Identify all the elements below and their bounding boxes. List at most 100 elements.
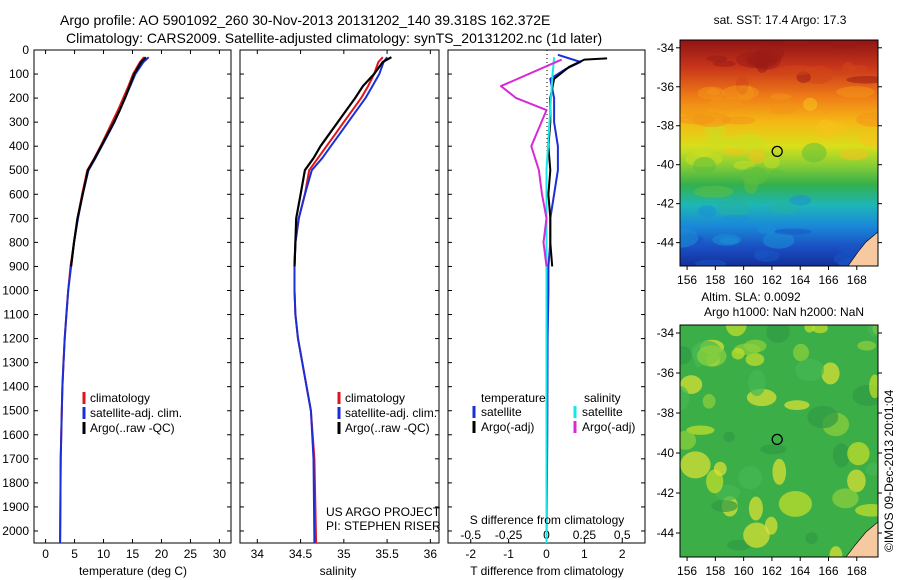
salinity-y-ticks [240, 49, 439, 532]
sla-patch [727, 539, 752, 551]
salinity-profiles [293, 56, 392, 544]
x-tick-label: 35 [337, 547, 351, 561]
t-difference-x-axis: -2 -1 0 1 2 [465, 539, 626, 561]
sla-patch [748, 369, 766, 397]
difference-profiles [500, 53, 608, 544]
sst-patch [839, 148, 869, 161]
sst-patch [721, 85, 760, 100]
sla-patch [702, 394, 716, 409]
sst-patch [680, 104, 708, 116]
lon-tick-label: 166 [818, 564, 838, 578]
sst-patch [706, 55, 728, 62]
sla-patch [760, 444, 787, 455]
legend-satellite: satellite-adj. clim. [345, 406, 437, 420]
sla-patch [829, 546, 843, 557]
legend-s-argo: Argo(-adj) [582, 420, 635, 434]
sst-patch [770, 93, 792, 100]
difference-panel: -2 -1 0 1 2 -0.5 -0.25 0 0.25 0.5 T difference f… [447, 49, 646, 578]
s-difference-xlabel: S difference from climatology [470, 513, 625, 527]
sla-patch [865, 463, 878, 476]
depth-tick-label: 1900 [2, 500, 29, 514]
lat-tick-label: -36 [657, 366, 675, 380]
depth-tick-label: 1700 [2, 452, 29, 466]
sst-patch [836, 86, 875, 98]
land-mask [847, 231, 878, 266]
t-tick-label: -1 [503, 547, 514, 561]
sst-patch [712, 60, 736, 67]
diff-line-s-argo-adj- [500, 58, 563, 267]
lon-tick-label: 156 [677, 564, 697, 578]
sla-patch [748, 496, 763, 521]
legend-climatology: climatology [345, 391, 405, 405]
lat-tick-label: -42 [657, 197, 675, 211]
sst-patch [757, 224, 777, 235]
legend-t-argo: Argo(-adj) [481, 420, 534, 434]
lon-tick-label: 164 [790, 564, 810, 578]
sst-map-panel: sat. SST: 17.4 Argo: 17.3 156 158 160 162 16… [657, 13, 882, 287]
sst-patch [803, 97, 818, 111]
sla-map-panel: Altim. SLA: 0.0092 Argo h1000: NaN h2000… [657, 290, 882, 578]
lat-tick-label: -34 [657, 41, 675, 55]
sla-patch [795, 358, 825, 382]
lon-tick-label: 164 [790, 273, 810, 287]
sst-patch [846, 76, 878, 84]
salinity-axes [239, 49, 440, 544]
sla-patch [731, 347, 745, 360]
sla-patch [743, 522, 770, 548]
series-line-argo-raw-qc- [293, 56, 392, 267]
diff-line-t-satellite [545, 53, 582, 544]
sst-patch [783, 40, 809, 46]
sst-patch [763, 155, 780, 169]
sla-lat-axis: -34 -36 -38 -40 -42 -44 [657, 326, 882, 540]
sst-patch [706, 88, 720, 96]
sst-lat-axis: -34 -36 -38 -40 -42 -44 [657, 41, 882, 250]
x-tick-label: 5 [71, 547, 78, 561]
sla-patch [778, 491, 813, 517]
sla-map-title: Altim. SLA: 0.0092 [701, 290, 801, 304]
lon-tick-label: 158 [705, 564, 725, 578]
land-mask [845, 521, 878, 557]
sla-patch [793, 343, 809, 362]
sst-patch [748, 148, 766, 164]
sla-patch [804, 325, 815, 333]
sst-patch [838, 245, 864, 253]
sla-patch [766, 325, 790, 343]
sla-patch [696, 345, 727, 367]
depth-tick-label: 300 [9, 115, 29, 129]
sst-map-title: sat. SST: 17.4 Argo: 17.3 [714, 13, 847, 27]
sla-patch [807, 405, 839, 429]
sst-patch [856, 112, 878, 127]
lon-tick-label: 168 [847, 564, 867, 578]
sla-patch [869, 374, 878, 399]
t-difference-xlabel: T difference from climatology [470, 564, 624, 578]
sst-patch [801, 142, 827, 163]
sst-lon-axis: 156 158 160 162 164 166 168 [677, 266, 867, 287]
sst-patch [754, 249, 769, 259]
sla-patch [680, 451, 711, 479]
lon-tick-label: 162 [762, 564, 782, 578]
temperature-xlabel: temperature (deg C) [79, 564, 187, 578]
x-tick-label: 10 [97, 547, 111, 561]
depth-tick-label: 2000 [2, 524, 29, 538]
depth-axis: 0 100 200 300 400 500 600 700 800 900 1000 1100 1200… [2, 43, 231, 538]
sla-texture [680, 325, 878, 557]
lon-tick-label: 158 [705, 273, 725, 287]
depth-tick-label: 600 [9, 187, 29, 201]
sst-patch [705, 133, 730, 148]
t-tick-label: 0 [543, 547, 550, 561]
sla-patch [821, 362, 840, 385]
series-line-argo-raw-qc- [70, 56, 147, 267]
sst-patch [769, 105, 798, 115]
sst-patch [697, 205, 717, 218]
depth-tick-label: 0 [22, 43, 29, 57]
sst-patch [695, 259, 726, 266]
depth-tick-label: 1000 [2, 283, 29, 297]
sst-patch [741, 166, 769, 185]
sst-patch [762, 231, 795, 249]
sla-patch [772, 458, 787, 485]
s-tick-label: -0.25 [495, 528, 523, 542]
sla-patch [857, 340, 876, 351]
difference-legend: temperature salinity satellite Argo(-adj… [472, 391, 635, 434]
sst-patch [821, 122, 848, 135]
sst-texture [680, 40, 878, 266]
